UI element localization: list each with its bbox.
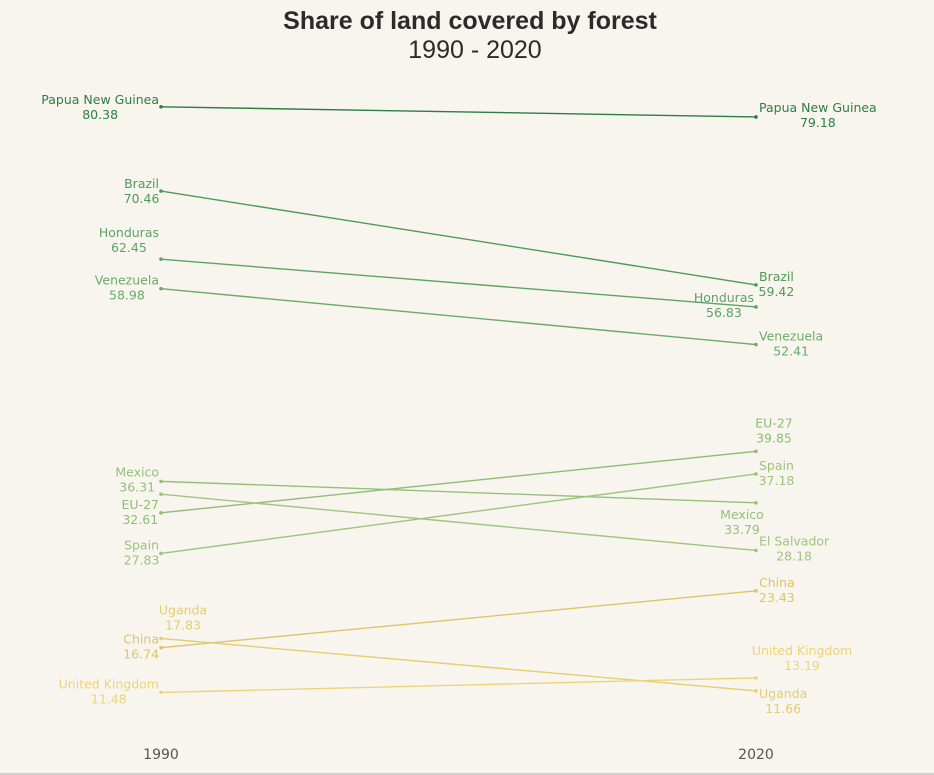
- line-eu-27: [160, 450, 757, 514]
- label-start-papua-new-guinea: Papua New Guinea 80.38: [41, 92, 159, 122]
- x-label-end: 2020: [738, 747, 774, 763]
- point-end-mexico: [754, 500, 758, 505]
- line-china: [160, 590, 757, 649]
- label-start-honduras: Honduras 62.45: [99, 225, 159, 255]
- label-start-brazil: Brazil 70.46: [124, 176, 160, 206]
- label-end-spain: Spain 37.18: [759, 458, 795, 488]
- line-venezuela: [160, 287, 757, 346]
- point-end-brazil: [754, 283, 758, 287]
- point-end-china: [754, 589, 758, 593]
- point-start-mexico: [159, 479, 163, 484]
- point-end-venezuela: [754, 342, 758, 347]
- point-end-papua-new-guinea: [754, 115, 758, 119]
- label-start-united-kingdom: United Kingdom 11.48: [59, 676, 159, 706]
- point-start-honduras: [159, 257, 163, 261]
- series-labels: Papua New Guinea 80.38 Papua New Guinea 79.…: [41, 92, 876, 716]
- label-end-mexico: Mexico 33.79: [720, 507, 764, 537]
- line-mexico: [160, 480, 757, 504]
- label-start-mexico: Mexico 36.31: [115, 464, 159, 494]
- point-end-eu-27: [754, 449, 758, 454]
- point-start-brazil: [159, 189, 163, 193]
- line-honduras: [160, 258, 757, 308]
- point-start-united-kingdom: [159, 690, 163, 695]
- point-end-el-salvador: [754, 548, 758, 553]
- label-start-uganda: Uganda 17.83: [159, 602, 207, 632]
- line-el-salvador: [160, 493, 757, 552]
- line-papua-new-guinea: [160, 106, 757, 118]
- line-uganda: [160, 637, 757, 692]
- line-brazil: [160, 190, 757, 286]
- label-end-china: China 23.43: [759, 575, 795, 605]
- chart-subtitle: 1990 - 2020: [408, 36, 541, 64]
- label-start-eu-27: EU-27 32.61: [122, 497, 159, 527]
- point-end-uganda: [754, 689, 758, 693]
- line-united-kingdom: [160, 677, 757, 694]
- label-end-uganda: Uganda 11.66: [759, 686, 807, 716]
- label-start-venezuela: Venezuela 58.98: [95, 273, 159, 303]
- point-start-venezuela: [159, 286, 163, 291]
- point-start-papua-new-guinea: [159, 104, 163, 109]
- point-end-honduras: [754, 305, 758, 309]
- label-end-papua-new-guinea: Papua New Guinea 79.18: [759, 100, 877, 130]
- point-start-china: [159, 645, 163, 650]
- x-label-start: 1990: [143, 747, 179, 763]
- label-end-brazil: Brazil 59.42: [759, 269, 795, 299]
- label-end-eu-27: EU-27 39.85: [755, 415, 792, 445]
- point-start-uganda: [159, 636, 163, 641]
- label-start-china: China 16.74: [123, 632, 159, 662]
- point-start-eu-27: [159, 511, 163, 515]
- line-spain: [160, 473, 757, 555]
- point-start-el-salvador: [159, 492, 163, 497]
- label-end-honduras: Honduras 56.83: [694, 290, 754, 320]
- point-end-united-kingdom: [754, 676, 758, 680]
- label-end-venezuela: Venezuela 52.41: [759, 329, 823, 359]
- chart-title: Share of land covered by forest: [283, 7, 657, 35]
- point-start-spain: [159, 551, 163, 556]
- point-end-spain: [754, 472, 758, 476]
- series-lines: [159, 104, 758, 695]
- label-end-el-salvador: El Salvador 28.18: [759, 533, 830, 563]
- label-start-spain: Spain 27.83: [124, 537, 160, 567]
- label-end-united-kingdom: United Kingdom 13.19: [752, 643, 852, 673]
